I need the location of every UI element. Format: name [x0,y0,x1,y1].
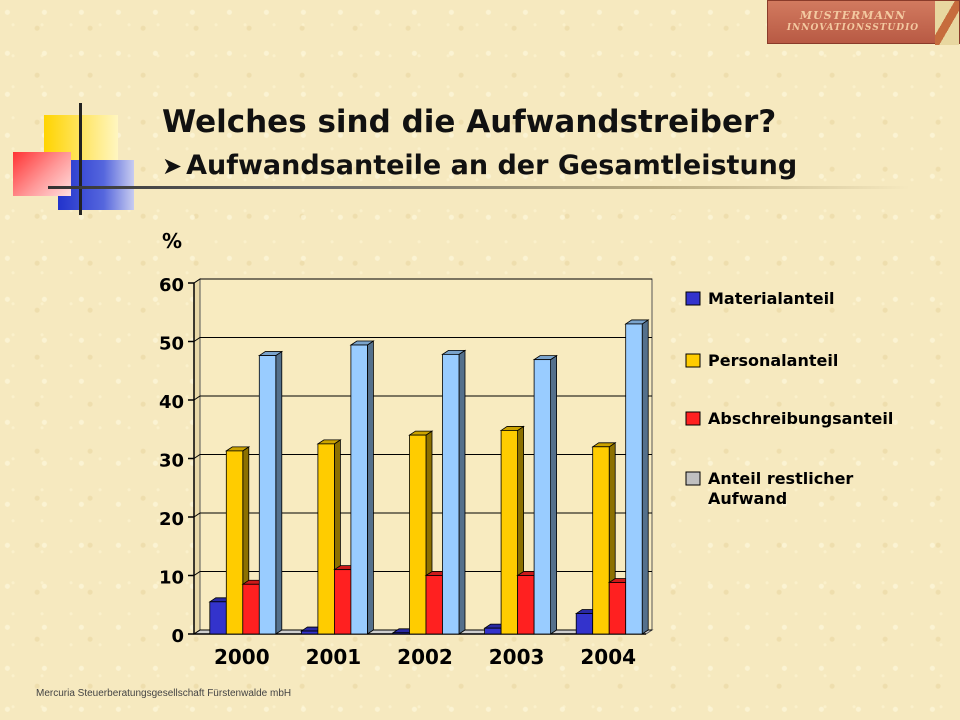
gridline [193,395,652,401]
legend-swatch [685,291,701,306]
bar-3-2000 [242,583,260,635]
bar-4-2002 [442,353,460,635]
legend-label: Anteil restlicher Aufwand [708,469,853,508]
y-tick-label: 40 [159,392,184,413]
legend-label: Materialanteil [708,289,835,308]
bar-2-2001 [317,443,335,635]
arrow-bullet-icon: ➤ [162,152,183,180]
bar-side [641,319,649,635]
bar-1-2004 [575,613,594,635]
bar-4-2001 [350,344,368,635]
bar-3-2004 [608,582,627,635]
bar-side [366,340,374,635]
bar-2-2004 [592,446,610,635]
legend-label: Abschreibungsanteil [708,409,893,428]
y-tick-label: 0 [171,626,184,647]
logo-line-2: INNOVATIONSSTUDIO [786,23,920,33]
y-tick-label: 30 [159,451,184,472]
x-tick-label: 2004 [580,645,636,669]
company-logo: MUSTERMANN INNOVATIONSSTUDIO [767,0,960,45]
bar-3-2001 [333,569,352,635]
legend-swatch [685,411,701,426]
slide-subtitle: ➤ Aufwandsanteile an der Gesamtleistung [162,150,797,181]
subtitle-text: Aufwandsanteile an der Gesamtleistung [186,150,798,181]
footer-text: Mercuria Steuerberatungsgesellschaft Für… [36,688,292,699]
gridline [193,278,652,284]
x-tick-label: 2002 [397,645,453,669]
y-tick-label: 60 [159,275,184,296]
bar-3-2003 [517,575,535,635]
bar-2-2003 [500,430,519,635]
y-tick-label: 10 [159,568,184,589]
decor-vertical-line [79,103,82,215]
bar-2-2000 [225,450,244,635]
bar-3-2002 [425,575,443,635]
bar-1-2001 [300,630,319,635]
y-tick-label: 20 [159,509,184,530]
bar-side [550,354,557,635]
bar-2-2002 [409,434,427,635]
bar-1-2000 [209,601,227,635]
y-tick-label: 50 [159,334,184,355]
bar-1-2002 [392,632,410,635]
logo-line-1: MUSTERMANN [799,9,907,22]
legend-swatch [685,353,701,368]
bar-side [458,349,466,635]
title-rule [48,186,910,189]
slide-title: Welches sind die Aufwandstreiber? [162,104,777,140]
x-tick-label: 2003 [489,645,545,669]
logo-mark-icon [935,1,959,45]
bar-4-2000 [258,355,277,635]
bar-side [275,350,283,635]
bar-4-2003 [533,359,551,635]
x-tick-label: 2001 [306,645,362,669]
x-tick-label: 2000 [214,645,270,669]
bar-1-2003 [484,627,502,635]
gridline [193,337,652,342]
y-axis-label: % [162,229,182,253]
legend-label: Personalanteil [708,351,838,370]
bar-4-2004 [625,323,643,635]
legend-swatch [685,471,701,486]
